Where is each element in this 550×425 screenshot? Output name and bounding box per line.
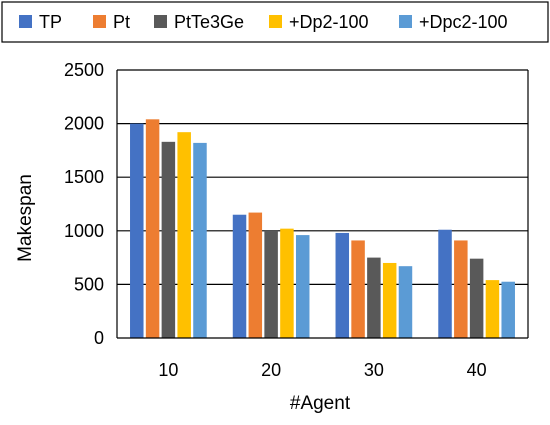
y-tick-label: 1500 — [64, 167, 104, 187]
bar-dp2100-30 — [382, 262, 397, 338]
bar-tp-30 — [335, 232, 350, 338]
legend-label: +Dpc2-100 — [419, 12, 508, 32]
bar-ptte3ge-20 — [264, 230, 278, 338]
legend-label: +Dp2-100 — [289, 12, 369, 32]
bar-tp-20 — [232, 214, 247, 338]
bar-dp2100-20 — [280, 228, 294, 338]
y-tick-label: 500 — [74, 274, 104, 294]
bar-dpc2100-30 — [398, 266, 413, 338]
x-axis-ticks: 10 20 30 40 — [158, 360, 486, 380]
y-axis-label: Makespan — [15, 174, 36, 262]
bar-tp-10 — [130, 123, 144, 338]
bar-dp2100-10 — [177, 132, 191, 338]
y-axis-ticks: 0 500 1000 1500 2000 2500 — [64, 60, 104, 348]
bar-pt-40 — [454, 240, 468, 338]
legend-swatch — [93, 15, 106, 28]
legend-label: PtTe3Ge — [174, 12, 244, 32]
y-tick-label: 2500 — [64, 60, 104, 80]
legend-label: TP — [39, 12, 62, 32]
x-tick-label: 10 — [158, 360, 178, 380]
bar-tp-40 — [438, 229, 452, 338]
x-axis-label: #Agent — [290, 393, 351, 414]
y-tick-label: 0 — [94, 328, 104, 348]
bar-ptte3ge-30 — [367, 257, 381, 338]
legend: TP Pt PtTe3Ge +Dp2-100 +Dpc2-100 — [1, 1, 549, 43]
x-tick-label: 20 — [261, 360, 281, 380]
legend-swatch — [154, 15, 167, 28]
legend-swatch — [269, 15, 282, 28]
bar-pt-20 — [248, 212, 263, 338]
bars — [130, 119, 515, 338]
x-tick-label: 40 — [467, 360, 487, 380]
y-tick-label: 2000 — [64, 114, 104, 134]
bar-dpc2100-20 — [295, 235, 310, 338]
x-tick-label: 30 — [364, 360, 384, 380]
bar-pt-10 — [145, 119, 160, 338]
axes — [116, 70, 529, 339]
bar-pt-30 — [351, 240, 365, 338]
bar-ptte3ge-40 — [469, 258, 484, 338]
bar-dpc2100-40 — [501, 281, 515, 338]
legend-label: Pt — [113, 12, 130, 32]
bar-dpc2100-10 — [193, 142, 207, 338]
y-tick-label: 1000 — [64, 221, 104, 241]
legend-swatch — [399, 15, 412, 28]
bar-ptte3ge-10 — [161, 141, 176, 338]
bar-dp2100-40 — [485, 280, 500, 338]
legend-swatch — [19, 15, 32, 28]
